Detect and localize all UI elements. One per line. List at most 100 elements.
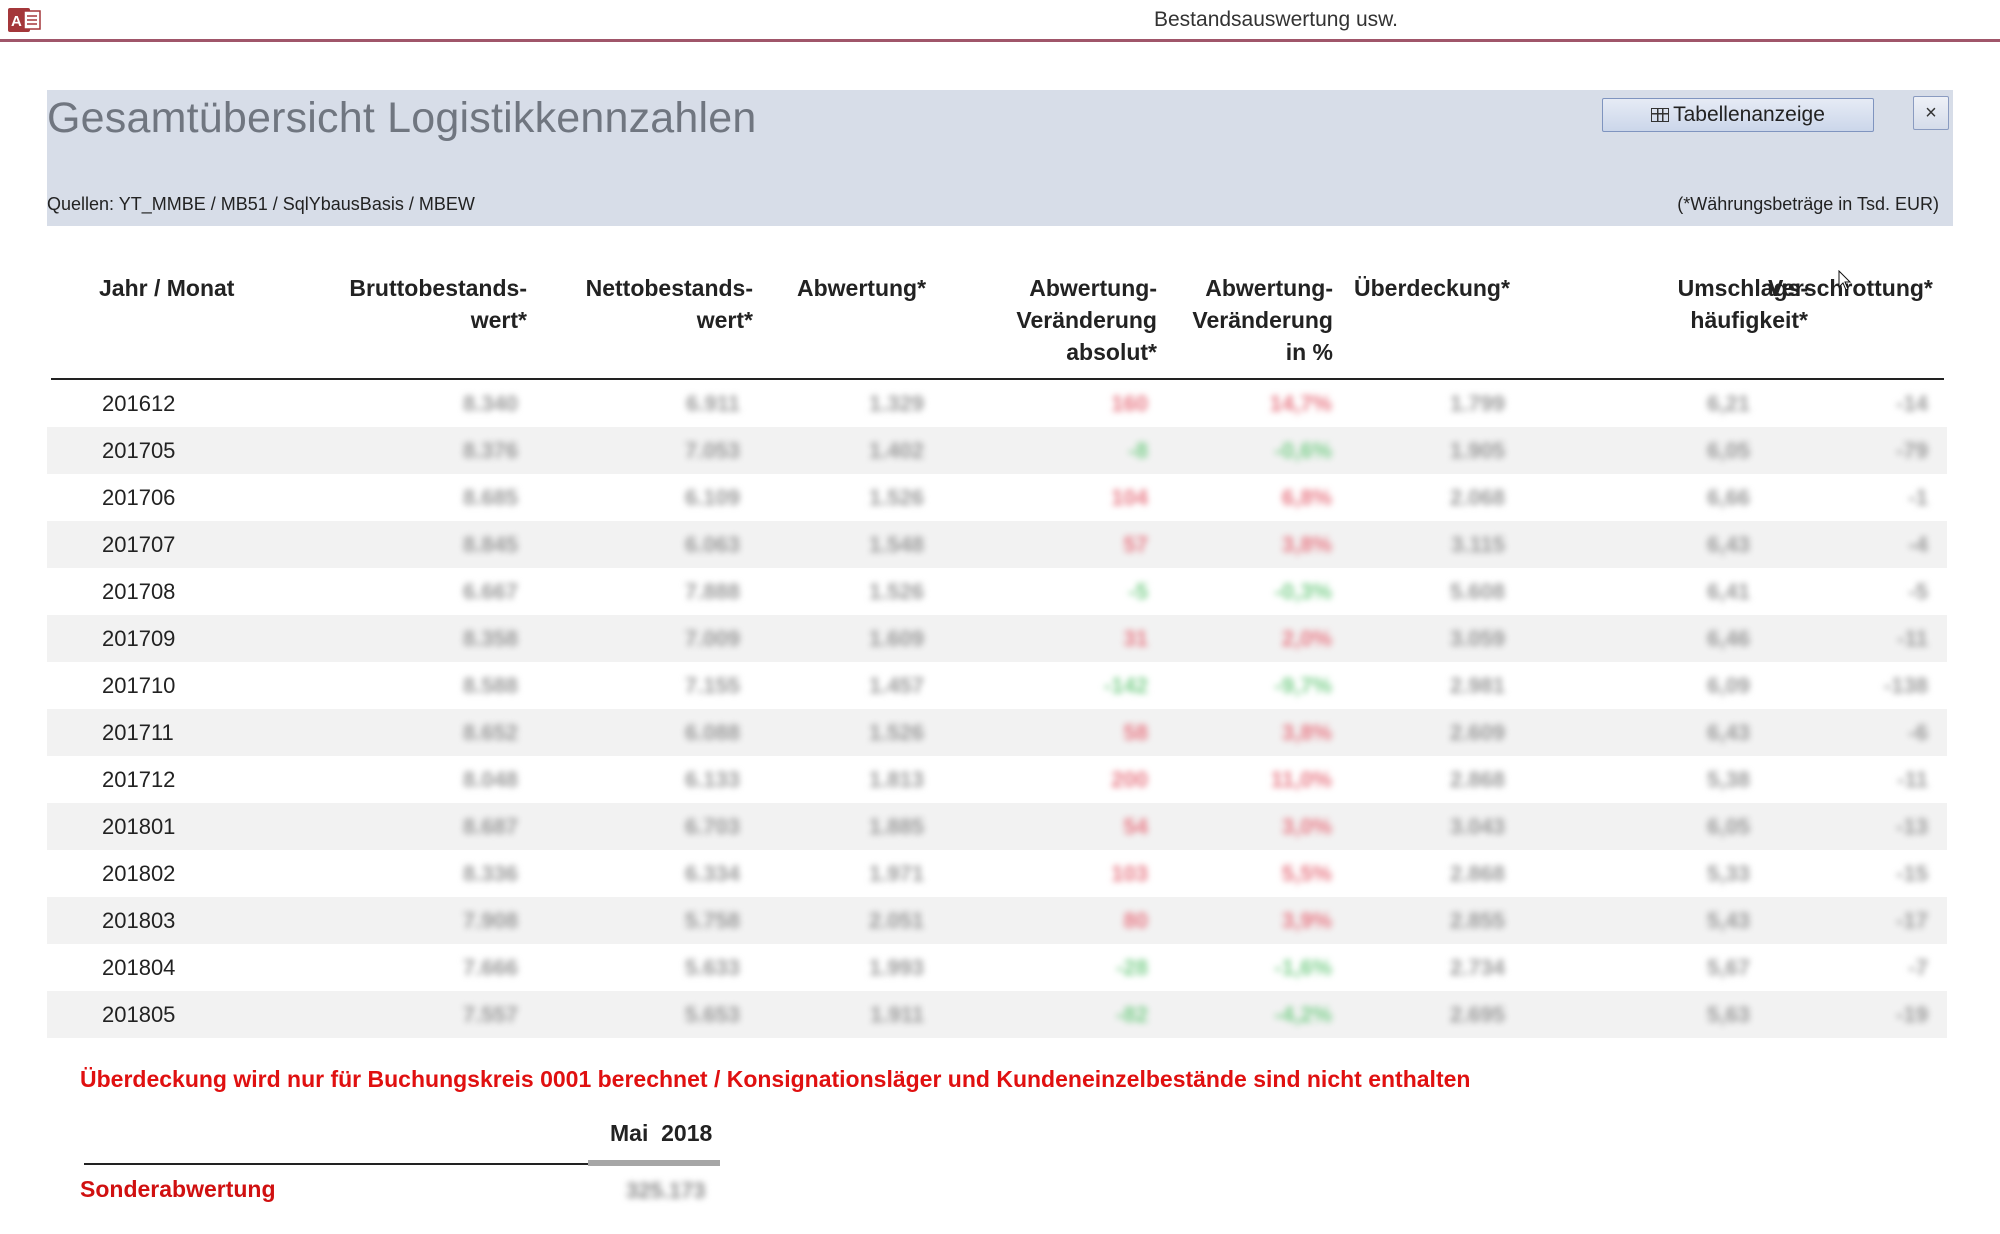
table-row: 201708 6.667 7.888 1.526 -5 -0,3% 5.608 6,41 -5	[47, 568, 1947, 615]
abwertung-absolut-cell: 160	[1111, 391, 1148, 416]
abwertung-absolut-cell: -28	[1116, 955, 1148, 980]
period-cell: 201712	[102, 767, 176, 792]
ueberdeckung-cell: 3.059	[1449, 626, 1505, 651]
bruttobestandswert-cell: 8.336	[462, 861, 518, 886]
verschrottung-cell: -17	[1896, 908, 1928, 933]
abwertung-cell: 1.885	[868, 814, 924, 839]
bruttobestandswert-cell: 8.358	[462, 626, 518, 651]
page-title: Gesamtübersicht Logistikkennzahlen	[47, 94, 757, 142]
table-row: 201612 8.340 6.911 1.329 160 14,7% 1.799 6,21 -1…	[47, 380, 1947, 427]
period-cell: 201803	[102, 908, 176, 933]
col-header-abwertung: Abwertung*	[797, 275, 927, 301]
table-row: 201712 8.048 6.133 1.813 200 11,0% 2.868 5,38 -1…	[47, 756, 1947, 803]
col-header-abwertung-absolut: Abwertung- Veränderung absolut*	[1016, 275, 1157, 365]
table-row: 201803 7.908 5.758 2.051 80 3,9% 2.855 5,43 -17	[47, 897, 1947, 944]
verschrottung-cell: -11	[1897, 767, 1928, 792]
abwertung-absolut-cell: 103	[1111, 861, 1148, 886]
bruttobestandswert-cell: 8.652	[462, 720, 518, 745]
table-row: 201705 8.376 7.053 1.402 -8 -0,6% 1.905 6,05 -79	[47, 427, 1947, 474]
umschlagshaeufigkeit-cell: 5,67	[1707, 955, 1750, 980]
verschrottung-cell: -11	[1897, 626, 1928, 651]
period-cell: 201710	[102, 673, 176, 698]
abwertung-prozent-cell: 3,8%	[1281, 532, 1332, 557]
abwertung-prozent-cell: 2,0%	[1281, 626, 1332, 651]
table-row: 201706 8.685 6.109 1.526 104 6,8% 2.068 6,66 -1	[47, 474, 1947, 521]
table-row: 201802 8.336 6.334 1.971 103 5,5% 2.868 5,33 -15	[47, 850, 1947, 897]
col-header-jahr-monat: Jahr / Monat	[99, 275, 235, 301]
bruttobestandswert-cell: 8.685	[462, 485, 518, 510]
access-icon[interactable]: A	[8, 6, 42, 34]
nettobestandswert-cell: 5.633	[684, 955, 740, 980]
table-body: 201612 8.340 6.911 1.329 160 14,7% 1.799 6,21 -1…	[47, 380, 1947, 1038]
verschrottung-cell: -79	[1896, 438, 1928, 463]
ueberdeckung-cell: 2.855	[1449, 908, 1505, 933]
nettobestandswert-cell: 7.053	[684, 438, 740, 463]
nettobestandswert-cell: 6.063	[684, 532, 740, 557]
verschrottung-cell: -4	[1908, 532, 1928, 557]
table-row: 201707 8.845 6.063 1.548 57 3,8% 3.115 6,43 -4	[47, 521, 1947, 568]
subtable-period: Mai 2018	[610, 1120, 713, 1146]
abwertung-cell: 1.993	[868, 955, 924, 980]
abwertung-cell: 1.971	[868, 861, 924, 886]
ueberdeckung-cell: 2.609	[1449, 720, 1505, 745]
period-cell: 201705	[102, 438, 176, 463]
abwertung-prozent-cell: -0,6%	[1274, 438, 1332, 463]
ueberdeckung-cell: 3.115	[1451, 532, 1505, 557]
abwertung-prozent-cell: 3,0%	[1281, 814, 1332, 839]
period-cell: 201801	[102, 814, 176, 839]
ueberdeckung-cell: 1.905	[1449, 438, 1505, 463]
umschlagshaeufigkeit-cell: 5,43	[1707, 908, 1750, 933]
ueberdeckung-warning: Überdeckung wird nur für Buchungskreis 0…	[80, 1066, 1471, 1092]
nettobestandswert-cell: 6.088	[684, 720, 740, 745]
col-header-bruttobestandswert: Bruttobestands-wert*	[349, 275, 527, 333]
col-header-ueberdeckung: Überdeckung*	[1354, 275, 1510, 301]
nettobestandswert-cell: 7.155	[684, 673, 740, 698]
abwertung-cell: 1.813	[868, 767, 924, 792]
abwertung-prozent-cell: -9,7%	[1274, 673, 1332, 698]
verschrottung-cell: -5	[1908, 579, 1928, 604]
bruttobestandswert-cell: 8.048	[462, 767, 518, 792]
nettobestandswert-cell: 5.653	[684, 1002, 740, 1027]
ueberdeckung-cell: 3.043	[1449, 814, 1505, 839]
abwertung-absolut-cell: 200	[1111, 767, 1148, 792]
abwertung-prozent-cell: 3,9%	[1281, 908, 1332, 933]
bruttobestandswert-cell: 6.667	[462, 579, 518, 604]
abwertung-cell: 1.609	[868, 626, 924, 651]
col-header-verschrottung: Verschrottung*	[1768, 275, 1933, 301]
abwertung-cell: 1.402	[868, 438, 924, 463]
verschrottung-cell: -1	[1908, 485, 1928, 510]
abwertung-prozent-cell: 5,5%	[1281, 861, 1332, 886]
table-row: 201710 8.588 7.155 1.457 -142 -9,7% 2.981 6,09 -…	[47, 662, 1947, 709]
umschlagshaeufigkeit-cell: 6,66	[1707, 485, 1750, 510]
period-cell: 201612	[102, 391, 176, 416]
window-titlebar: A Bestandsauswertung usw.	[0, 0, 2000, 42]
abwertung-cell: 1.526	[868, 485, 924, 510]
currency-note: (*Währungsbeträge in Tsd. EUR)	[1677, 194, 1939, 214]
ueberdeckung-cell: 2.868	[1449, 767, 1505, 792]
period-cell: 201706	[102, 485, 176, 510]
abwertung-absolut-cell: 58	[1123, 720, 1148, 745]
table-view-button-label: Tabellenanzeige	[1673, 103, 1825, 126]
bruttobestandswert-cell: 8.376	[462, 438, 518, 463]
umschlagshaeufigkeit-cell: 5,63	[1707, 1002, 1750, 1027]
period-cell: 201707	[102, 532, 176, 557]
abwertung-cell: 2.051	[868, 908, 924, 933]
verschrottung-cell: -6	[1908, 720, 1928, 745]
subtable-divider	[84, 1163, 588, 1165]
table-icon	[1651, 108, 1670, 122]
ueberdeckung-cell: 2.734	[1449, 955, 1505, 980]
verschrottung-cell: -138	[1883, 673, 1928, 698]
umschlagshaeufigkeit-cell: 6,46	[1707, 626, 1750, 651]
subtable-divider-highlight	[588, 1160, 720, 1166]
table-view-button[interactable]: Tabellenanzeige	[1602, 98, 1874, 132]
close-button[interactable]: ×	[1913, 96, 1949, 130]
abwertung-absolut-cell: 57	[1123, 532, 1148, 557]
col-header-umschlagshaeufigkeit: Umschlags-häufigkeit*	[1677, 275, 1808, 333]
nettobestandswert-cell: 5.758	[684, 908, 740, 933]
abwertung-cell: 1.911	[870, 1002, 924, 1027]
sonderabwertung-value: 325.173	[626, 1178, 706, 1203]
umschlagshaeufigkeit-cell: 6,43	[1707, 532, 1750, 557]
sources-text: Quellen: YT_MMBE / MB51 / SqlYbausBasis …	[47, 194, 475, 214]
abwertung-absolut-cell: 54	[1123, 814, 1148, 839]
bruttobestandswert-cell: 7.557	[462, 1002, 518, 1027]
